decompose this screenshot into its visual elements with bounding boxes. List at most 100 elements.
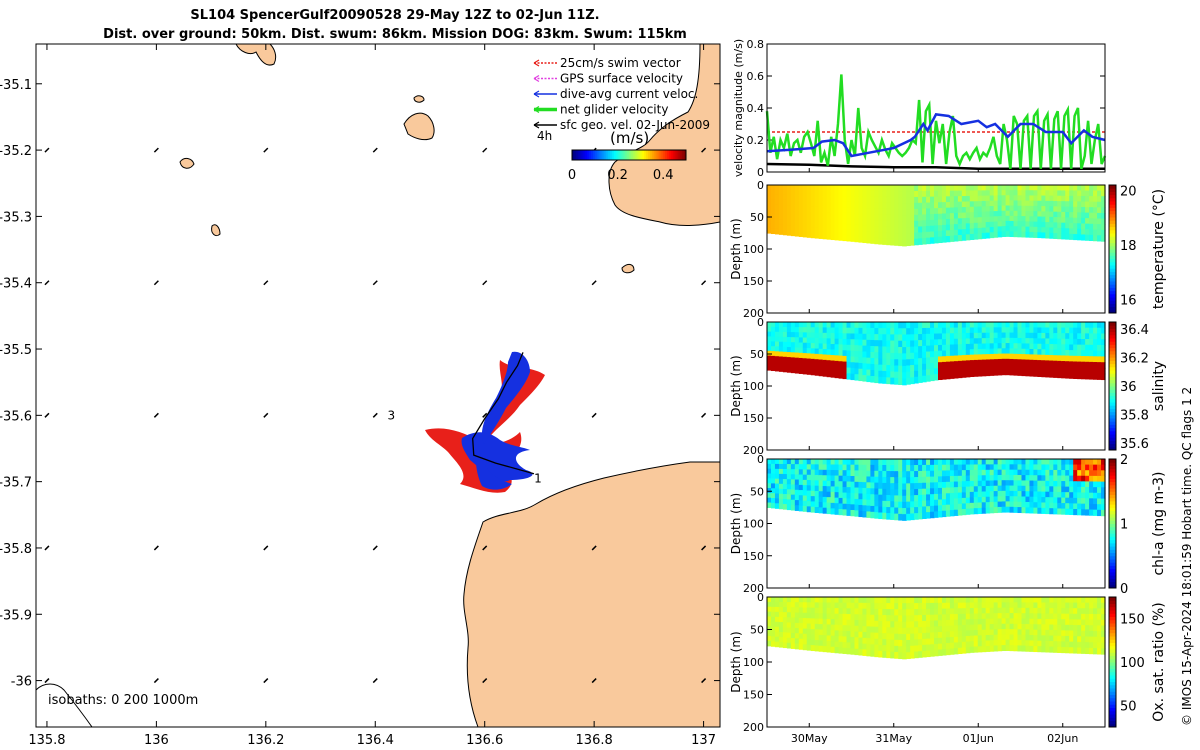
chla-cell <box>922 494 927 502</box>
oxygen-cell <box>854 631 860 638</box>
temperature-cell <box>786 200 792 206</box>
salinity-cell <box>886 358 891 366</box>
temperature-cell <box>973 228 979 235</box>
oxygen-cell <box>1017 645 1023 652</box>
chla-cell <box>1073 481 1078 488</box>
salinity-cell <box>894 328 899 336</box>
oxygen-cell <box>1097 648 1102 655</box>
salinity-colorbar-label: salinity <box>1151 361 1167 411</box>
oxygen-cell <box>957 625 963 632</box>
sfc-vector-arrow <box>482 545 488 551</box>
salinity-cell <box>1061 366 1066 373</box>
oxygen-cell <box>1025 634 1031 641</box>
salinity-cell <box>850 367 856 375</box>
sfc-vector-arrow <box>591 545 597 551</box>
salinity-cell <box>814 327 820 334</box>
oxygen-cell <box>866 649 871 657</box>
temperature-cell <box>910 203 915 210</box>
temperature-cell <box>1045 195 1050 202</box>
chla-cell <box>822 502 828 509</box>
oxygen-cell <box>1093 602 1098 609</box>
temperature-cell <box>953 218 959 225</box>
temperature-colorbar-cell <box>1109 249 1116 253</box>
temperature-cell <box>774 194 780 201</box>
temperature-cell <box>854 196 860 203</box>
chla-cell <box>894 513 899 521</box>
oxygen-cell <box>965 608 971 615</box>
salinity-cell <box>926 363 931 370</box>
temperature-cell <box>922 232 927 239</box>
sfc-vector-arrow <box>153 412 159 418</box>
salinity-cell <box>806 322 812 328</box>
chla-cell <box>914 489 919 496</box>
salinity-cell <box>965 371 971 378</box>
salinity-cell <box>790 367 796 374</box>
oxygen-colorbar-cell <box>1109 616 1116 621</box>
temperature-cell <box>1013 215 1019 222</box>
temperature-cell <box>1029 231 1035 238</box>
temperature-cell <box>894 185 899 192</box>
oxygen-cell <box>842 597 848 604</box>
oxygen-cell <box>1097 631 1102 638</box>
salinity-cell <box>965 338 971 345</box>
map-x-tick-label: 136 <box>144 733 169 748</box>
chla-cell <box>1089 487 1094 494</box>
salinity-cell <box>846 339 852 346</box>
temperature-cell <box>949 224 955 231</box>
salinity-cell <box>786 332 792 338</box>
chla-cell <box>981 502 987 509</box>
chla-cell <box>782 479 788 485</box>
oxygen-cell <box>930 614 935 622</box>
chla-cell <box>858 459 864 466</box>
temperature-cell <box>965 234 971 241</box>
chla-cell <box>798 495 804 502</box>
salinity-cell <box>838 333 844 340</box>
salinity-cell <box>834 360 840 368</box>
temperature-cell <box>1017 190 1023 196</box>
oxygen-cell <box>953 625 959 632</box>
oxygen-cell <box>941 625 947 633</box>
temperature-cell <box>949 196 955 203</box>
sfc-vector-arrow <box>701 678 707 684</box>
chla-cell <box>1049 464 1054 471</box>
temperature-cell <box>981 190 987 197</box>
temperature-cell <box>981 211 987 218</box>
salinity-colorbar-cell <box>1109 350 1116 355</box>
salinity-cell <box>830 338 836 345</box>
chla-cell <box>774 468 780 475</box>
oxygen-cell <box>953 631 959 638</box>
temperature-cell <box>910 185 915 192</box>
time-scale-label: 4h <box>537 129 552 143</box>
salinity-cell <box>826 360 832 367</box>
oxygen-cell <box>862 626 868 633</box>
temperature-cell <box>1057 222 1062 229</box>
salinity-cell <box>826 338 832 345</box>
chla-cell <box>842 509 848 516</box>
salinity-cell <box>1037 338 1042 345</box>
chla-cell <box>1089 498 1094 505</box>
chla-cell <box>1049 497 1054 504</box>
salinity-cell <box>977 354 983 361</box>
temperature-cell <box>997 190 1003 196</box>
map-colorbar-cell <box>636 150 639 160</box>
oxygen-cell <box>1049 624 1054 631</box>
oxygen-cell <box>798 617 804 624</box>
salinity-cell <box>949 338 955 346</box>
chla-cell <box>830 480 836 488</box>
salinity-cell <box>993 348 999 355</box>
oxygen-colorbar-cell <box>1109 684 1116 689</box>
oxygen-cell <box>802 628 808 635</box>
salinity-cell <box>894 322 899 329</box>
chla-cell <box>934 493 939 501</box>
temperature-cell <box>910 233 915 240</box>
chla-cell <box>930 494 935 501</box>
chla-cell <box>890 477 895 484</box>
chla-cell <box>1073 459 1078 466</box>
oxygen-cell <box>898 633 903 641</box>
chla-cell <box>1093 470 1098 477</box>
chla-colorbar-cell <box>1109 523 1116 528</box>
oxygen-cell <box>1089 636 1094 643</box>
chla-colorbar-cell <box>1109 568 1116 573</box>
temperature-cell <box>854 213 860 220</box>
salinity-cell <box>818 348 824 355</box>
